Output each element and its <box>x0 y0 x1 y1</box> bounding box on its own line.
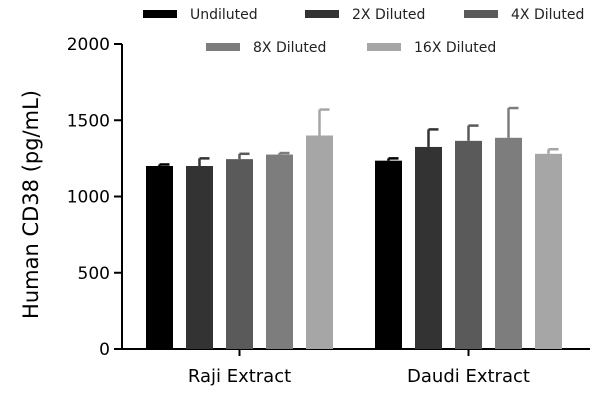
legend-swatch <box>464 10 498 18</box>
legend-label: Undiluted <box>190 7 258 23</box>
bar-16x-diluted-1 <box>535 153 562 349</box>
y-axis-title: Human CD38 (pg/mL) <box>19 90 43 319</box>
axis-labels: 0 500 1000 1500 2000 Raji Extract Daudi Extrac… <box>67 35 530 387</box>
legend-swatch <box>367 43 401 51</box>
legend: Undiluted 2X Diluted 4X Diluted 8X Diluted 1… <box>143 7 584 56</box>
legend-swatch <box>206 43 240 51</box>
bar-undiluted-1 <box>375 160 402 349</box>
bars <box>146 106 562 349</box>
y-tick-label: 500 <box>78 264 110 284</box>
bar-16x-diluted-0 <box>306 135 333 349</box>
x-category-label: Daudi Extract <box>407 366 530 387</box>
bar-2x-diluted-0 <box>186 166 213 349</box>
legend-swatch <box>143 10 177 18</box>
x-category-label: Raji Extract <box>188 366 291 387</box>
y-tick-label: 2000 <box>67 35 110 55</box>
bar-undiluted-0 <box>146 166 173 349</box>
bar-8x-diluted-1 <box>495 137 522 349</box>
legend-label: 2X Diluted <box>352 7 425 23</box>
legend-label: 4X Diluted <box>511 7 584 23</box>
bar-2x-diluted-1 <box>415 146 442 349</box>
bar-4x-diluted-0 <box>226 159 253 349</box>
bar-8x-diluted-0 <box>266 154 293 349</box>
y-tick-label: 0 <box>99 340 110 360</box>
legend-label: 16X Diluted <box>414 40 496 56</box>
y-tick-label: 1000 <box>67 188 110 208</box>
legend-swatch <box>305 10 339 18</box>
legend-label: 8X Diluted <box>253 40 326 56</box>
y-tick-label: 1500 <box>67 111 110 131</box>
bar-4x-diluted-1 <box>455 140 482 349</box>
